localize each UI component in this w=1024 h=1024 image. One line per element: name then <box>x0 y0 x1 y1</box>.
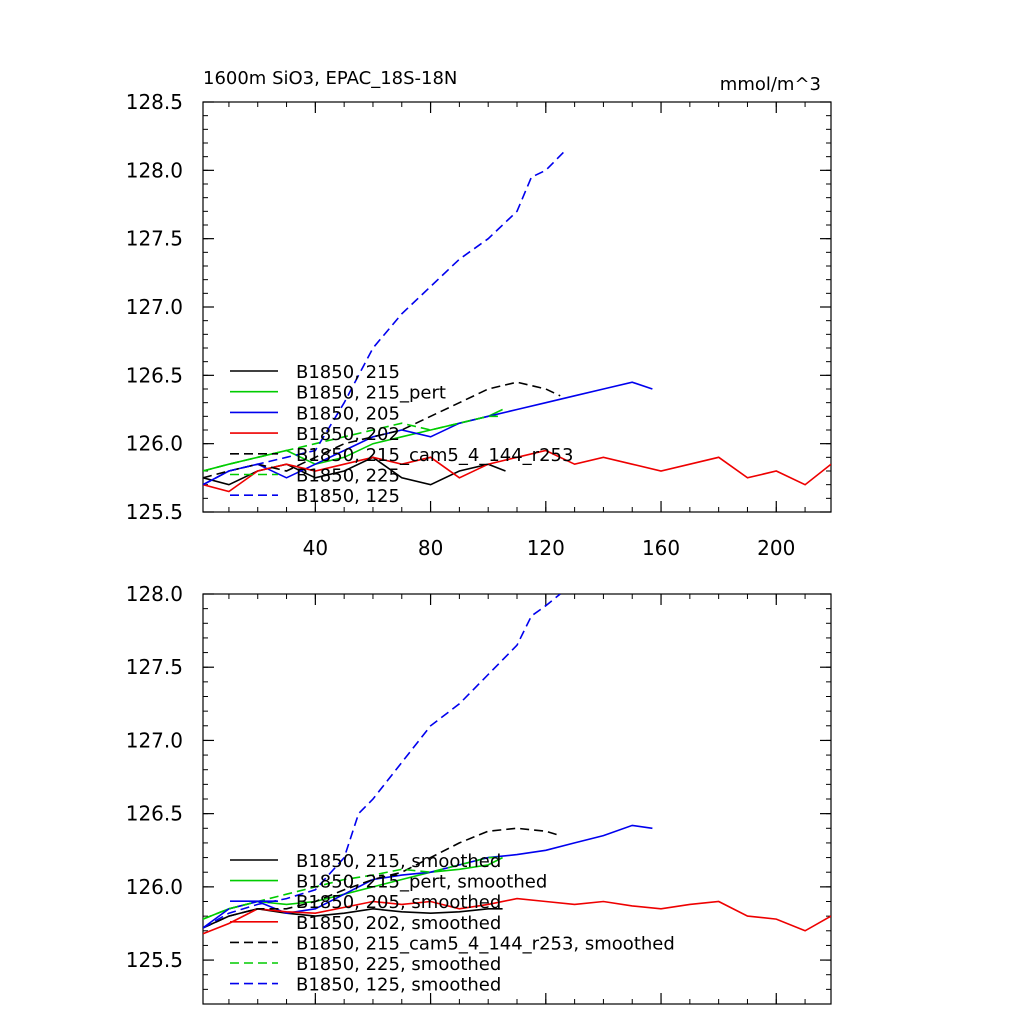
series-group <box>203 149 831 493</box>
y-tick-label: 127.0 <box>126 728 183 752</box>
x-tick-label: 40 <box>303 536 328 560</box>
series-line-4 <box>203 827 561 929</box>
y-tick-label: 128.0 <box>126 158 183 182</box>
top-panel: 1600m SiO3, EPAC_18S-18N mmol/m^3 125.5 126… <box>126 68 832 560</box>
legend-entry: B1850, 125 <box>296 486 400 507</box>
legend-entry: B1850, 215_cam5_4_144_r253, smoothed <box>296 933 675 954</box>
legend-entry: B1850, 202 <box>296 424 400 445</box>
series-line-3 <box>203 449 831 493</box>
y-tick-label: 126.0 <box>126 432 183 456</box>
y-tick-label: 127.5 <box>126 655 183 679</box>
legend-entry: B1850, 225 <box>296 466 400 487</box>
series-line-5 <box>203 856 500 920</box>
x-tick-label: 160 <box>642 536 680 560</box>
series-line-0 <box>203 907 503 929</box>
x-tick-label: 120 <box>527 536 565 560</box>
series-line-0 <box>203 456 506 486</box>
chart-units: mmol/m^3 <box>720 74 821 95</box>
legend-entry: B1850, 202, smoothed <box>296 913 501 934</box>
legend-entry: B1850, 205, smoothed <box>296 892 501 913</box>
legend-entry: B1850, 205 <box>296 403 400 424</box>
y-tick-label: 126.0 <box>126 875 183 899</box>
x-tick-label: 200 <box>757 536 795 560</box>
legend-entry: B1850, 215_pert, smoothed <box>296 872 547 893</box>
y-tick-label: 128.0 <box>126 582 183 606</box>
y-tick-label: 126.5 <box>126 802 183 826</box>
legend-entry: B1850, 215_cam5_4_144_r253 <box>296 445 573 466</box>
series-line-4 <box>203 381 561 479</box>
x-tick-label: 80 <box>418 536 443 560</box>
y-tick-label: 125.5 <box>126 500 183 524</box>
chart-title: 1600m SiO3, EPAC_18S-18N <box>203 68 457 89</box>
legend-entry: B1850, 125, smoothed <box>296 975 501 996</box>
legend-entry: B1850, 225, smoothed <box>296 954 501 975</box>
legend-entry: B1850, 215 <box>296 362 400 383</box>
y-tick-label: 126.5 <box>126 363 183 387</box>
legend-entry: B1850, 215_pert <box>296 383 446 404</box>
y-tick-label: 127.5 <box>126 227 183 251</box>
y-tick-label: 127.0 <box>126 295 183 319</box>
series-line-3 <box>203 897 831 935</box>
legend-entry: B1850, 215, smoothed <box>296 851 501 872</box>
y-tick-label: 128.5 <box>126 90 183 114</box>
y-tick-label: 125.5 <box>126 948 183 972</box>
bottom-panel: 125.5 126.0 126.5 127.0 127.5 128.0 B1850, 215… <box>126 582 832 1005</box>
series-line-5 <box>203 415 500 472</box>
series-line-6 <box>203 149 567 486</box>
series-line-2 <box>203 381 653 486</box>
